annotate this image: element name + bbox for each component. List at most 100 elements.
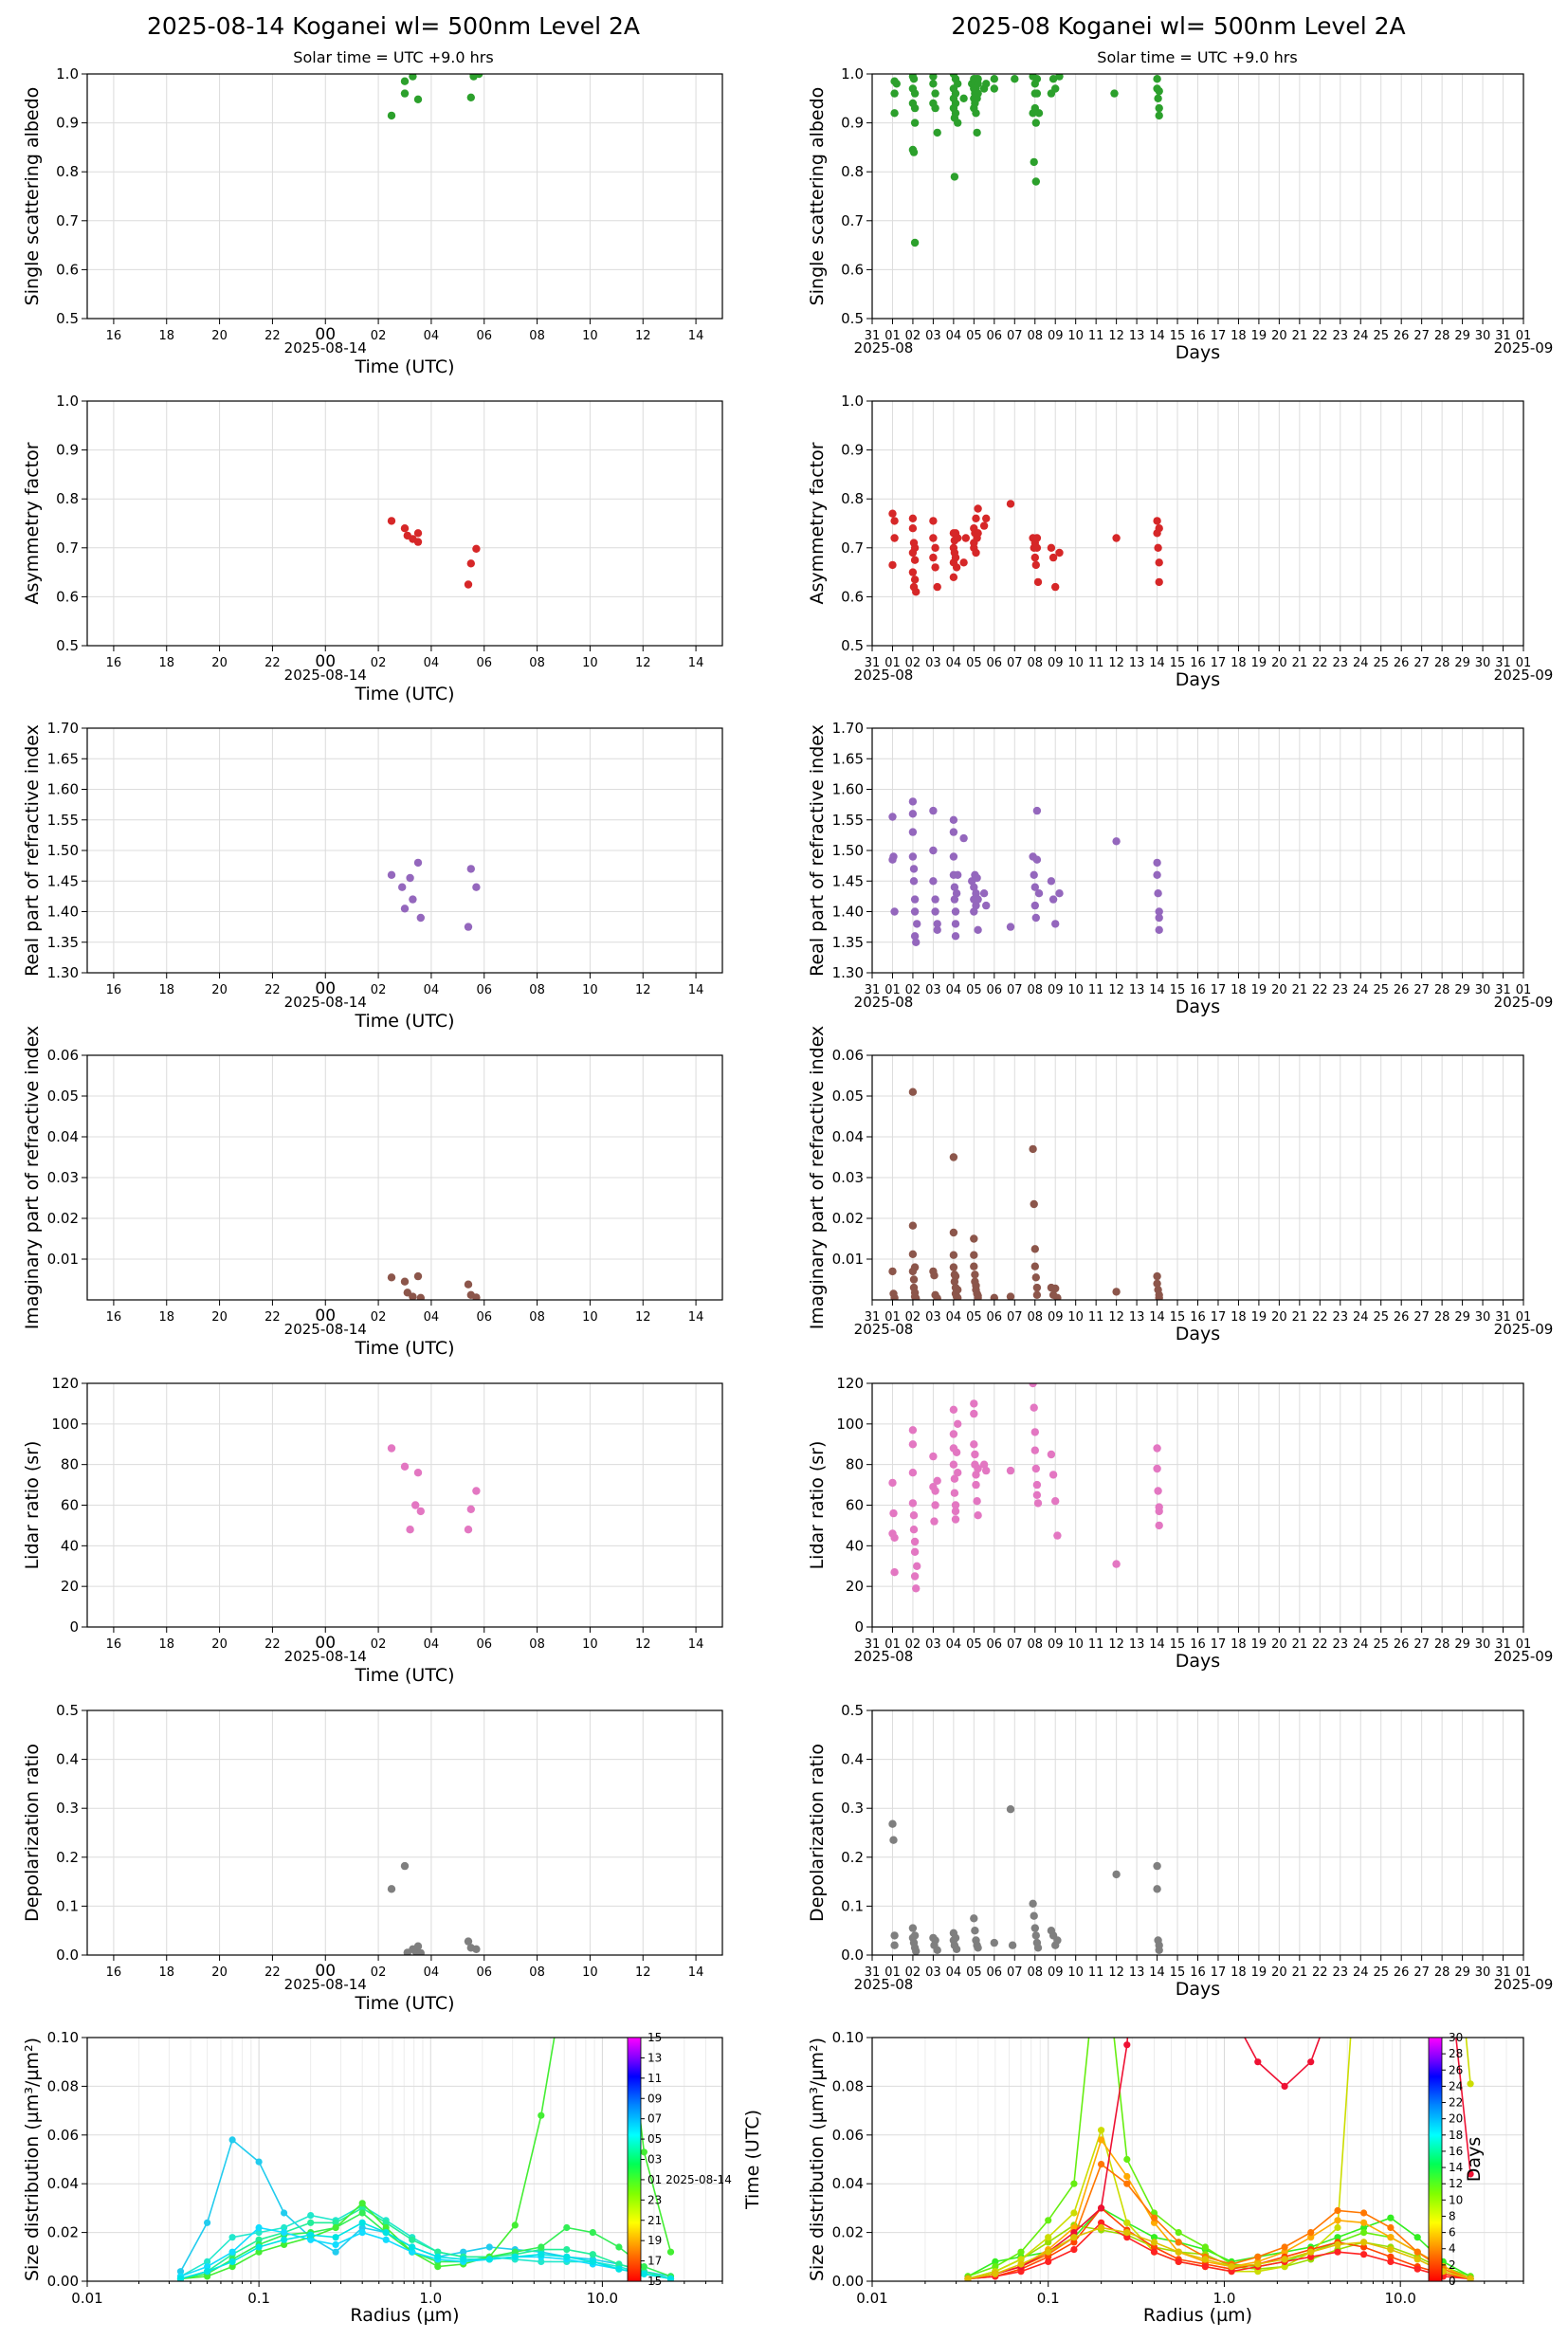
series-point (1387, 2253, 1395, 2260)
x-tick-label: 26 (1394, 983, 1410, 997)
y-tick-label: 0.7 (56, 539, 79, 557)
x-tick-label: 07 (1007, 1637, 1023, 1652)
grid (871, 727, 1524, 974)
x-tick-label: 23 (1333, 1965, 1349, 1980)
data-point (1154, 1487, 1162, 1495)
data-point (888, 560, 897, 570)
data-point (1030, 1199, 1038, 1209)
series-point (589, 2251, 596, 2258)
series-point (255, 2223, 263, 2232)
x-sublabel: 2025-08-14 (284, 1321, 367, 1338)
y-tick-label: 0.9 (841, 115, 864, 132)
x-tick-label: 02 (905, 983, 921, 997)
x-tick-label: 27 (1413, 656, 1430, 670)
x-tick-label: 18 (1231, 329, 1247, 343)
data-point (970, 883, 978, 891)
x-sublabel-end: 2025-09 (1494, 667, 1554, 684)
x-tick-label: 01 (884, 1965, 901, 1980)
y-tick-label: 1.65 (832, 750, 864, 767)
x-tick-label: 20 (211, 983, 228, 997)
data-point (931, 89, 939, 98)
colorbar-tick-label: 01 2025-08-14 (647, 2173, 732, 2186)
data-point (971, 1927, 979, 1935)
series-point (1017, 2248, 1025, 2256)
x-tick-label: 20 (211, 1965, 228, 1980)
x-tick-label: 04 (946, 1965, 962, 1980)
data-point (1053, 1531, 1062, 1540)
x-tick-label: 15 (1170, 329, 1186, 343)
series-point (1123, 2155, 1131, 2164)
series-point (1254, 2058, 1262, 2066)
data-point (908, 1250, 918, 1259)
x-tick-label: 22 (264, 656, 281, 670)
data-point (1031, 1273, 1041, 1282)
x-tick-label: 20 (1271, 983, 1287, 997)
colorbar-tick-label: 16 (1449, 2145, 1463, 2158)
x-tick-label: 12 (1108, 1965, 1124, 1980)
axes-frame (86, 73, 723, 320)
data-layer (387, 858, 481, 931)
colorbar-tick-label: 15 (647, 2031, 662, 2044)
series-point (1175, 2248, 1182, 2256)
colorbar-gradient (1428, 2037, 1443, 2282)
data-point (1112, 1560, 1121, 1568)
x-sublabel: 2025-08 (854, 339, 914, 356)
x-tick-label: 01 (884, 1310, 901, 1325)
x-tick-label: 16 (106, 1637, 122, 1652)
y-tick-label: 0.06 (832, 2127, 864, 2144)
right-figure-title: 2025-08 Koganei wl= 500nm Level 2A (951, 12, 1405, 40)
data-point (909, 148, 919, 156)
series-point (1045, 2234, 1052, 2241)
x-tick-label: 10 (1067, 329, 1084, 343)
data-point (972, 109, 980, 118)
y-tick-label: 1.55 (832, 812, 864, 829)
data-point (1153, 1271, 1161, 1281)
data-layer (888, 1088, 1163, 1300)
x-tick-label: 29 (1454, 1965, 1470, 1980)
y-tick-label: 0.0 (841, 1947, 864, 1964)
y-tick-label: 20 (61, 1578, 79, 1595)
data-point (1030, 157, 1038, 167)
data-point (931, 543, 939, 552)
data-point (910, 119, 920, 127)
x-tick-label: 13 (1129, 329, 1145, 343)
x-tick-label: 14 (688, 1965, 704, 1980)
x-tick-label: 17 (1211, 1965, 1227, 1980)
data-point (1033, 577, 1043, 587)
series-point (1150, 2219, 1158, 2226)
data-point (909, 865, 919, 873)
x-axis-label: Days (1176, 1979, 1220, 2000)
data-point (1030, 1446, 1040, 1454)
data-layer (890, 74, 1163, 247)
data-point (972, 901, 980, 910)
axes-frame (86, 1709, 723, 1956)
x-tick-label: 29 (1454, 1637, 1470, 1652)
data-point (400, 77, 410, 85)
data-point (970, 1251, 978, 1259)
x-sublabel-end: 2025-09 (1494, 1648, 1554, 1665)
y-tick-label: 0.06 (47, 1047, 79, 1064)
series-point (563, 2253, 571, 2260)
data-point (1051, 1284, 1060, 1293)
x-tick-label: 00 (315, 325, 336, 344)
y-tick-label: 0.00 (832, 2273, 864, 2290)
series-line (180, 2038, 672, 2280)
data-point (1008, 1941, 1017, 1949)
colorbar-tick-label: 20 (1449, 2112, 1463, 2126)
data-point (413, 1271, 423, 1281)
right-panel-5: 0.00.10.20.30.40.531 01 02 03 04 05 06 07 08 09 10… (807, 1702, 1553, 2000)
data-point (933, 582, 941, 592)
x-tick-label: 18 (158, 983, 174, 997)
colorbar-tick-label: 22 (1449, 2096, 1463, 2110)
x-tick-label: 29 (1454, 1310, 1470, 1325)
x-tick-label: 22 (1312, 983, 1328, 997)
y-tick-label: 0.4 (841, 1751, 864, 1768)
x-tick-label: 01 (884, 329, 901, 343)
data-point (929, 1452, 938, 1461)
x-tick-label: 25 (1373, 1637, 1389, 1652)
series-point (1360, 2243, 1368, 2251)
x-tick-label: 05 (966, 983, 982, 997)
data-point (472, 883, 481, 891)
x-tick-label: 10.0 (587, 2290, 618, 2307)
